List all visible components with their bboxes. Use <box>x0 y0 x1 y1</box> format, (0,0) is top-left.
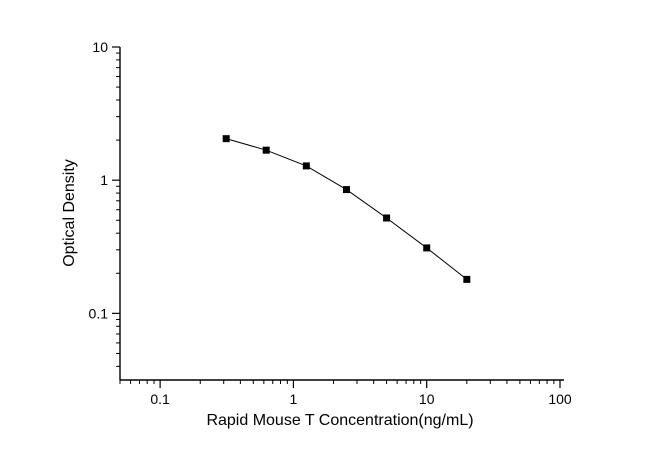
data-point-marker <box>463 275 471 283</box>
data-point-marker <box>222 135 230 143</box>
data-point-marker <box>423 244 431 252</box>
y-tick-label: 10 <box>92 39 108 55</box>
data-point-marker <box>302 162 310 170</box>
y-axis-title: Optical Density <box>61 159 78 267</box>
data-point-marker <box>262 146 270 154</box>
data-point-marker <box>342 186 350 194</box>
data-point-marker <box>383 214 391 222</box>
x-tick-label: 100 <box>548 391 572 407</box>
x-axis-title: Rapid Mouse T Concentration(ng/mL) <box>206 412 474 429</box>
x-tick-label: 10 <box>419 391 435 407</box>
x-tick-label: 1 <box>290 391 298 407</box>
y-tick-label: 0.1 <box>89 305 109 321</box>
y-tick-label: 1 <box>100 172 108 188</box>
standard-curve-line <box>226 138 468 280</box>
x-tick-label: 0.1 <box>150 391 170 407</box>
